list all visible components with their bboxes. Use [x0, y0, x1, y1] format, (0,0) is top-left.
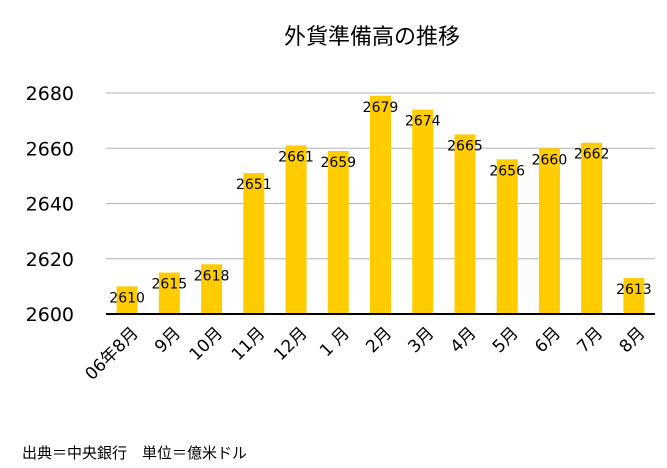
data-label: 2679: [363, 100, 399, 116]
x-tick-label: 5月: [489, 323, 523, 357]
data-label: 2662: [574, 147, 610, 163]
x-tick-label: 8月: [616, 323, 650, 357]
bar: [327, 151, 349, 314]
data-labels: 2610 2615 2618 2651 2661 2659 2679 2674 2665 2656…: [109, 100, 651, 307]
x-tick-label: 6月: [531, 323, 565, 357]
x-tick-label: 10月: [186, 323, 227, 364]
x-tick-label: 2月: [362, 323, 396, 357]
data-label: 2651: [236, 177, 272, 193]
data-label: 2656: [489, 163, 525, 179]
chart-title: 外貨準備高の推移: [284, 25, 460, 50]
bar: [581, 142, 603, 314]
bar: [623, 278, 645, 314]
bar: [158, 272, 180, 314]
bar: [201, 264, 223, 314]
bar: [412, 109, 434, 314]
data-label: 2661: [278, 149, 314, 165]
bar: [370, 95, 391, 314]
x-tick-label: 1 月: [316, 323, 354, 361]
source-note: 出典＝中央銀行 単位＝億米ドル: [22, 444, 247, 462]
bar: [285, 145, 307, 314]
y-tick-label: 2620: [26, 249, 74, 271]
bar: [116, 286, 138, 314]
bar: [538, 148, 560, 314]
data-label: 2659: [320, 155, 356, 171]
x-tick-label: 4月: [447, 323, 481, 357]
y-tick-label: 2660: [26, 138, 74, 160]
y-axis-ticks: 2600 2620 2640 2660 2680: [26, 83, 74, 326]
y-tick-label: 2680: [26, 83, 74, 105]
data-label: 2660: [532, 152, 568, 168]
bar: [454, 134, 476, 314]
data-label: 2615: [152, 277, 188, 293]
bar: [243, 173, 265, 314]
x-tick-label: 9月: [151, 323, 185, 357]
data-label: 2665: [447, 138, 483, 154]
x-tick-label: 3月: [404, 323, 438, 357]
data-label: 2610: [109, 290, 145, 306]
y-tick-label: 2640: [26, 194, 74, 216]
x-tick-label: 7月: [573, 323, 607, 357]
x-axis-ticks: 06年8月 9月 10月 11月 12月 1 月 2月 3月 4月 5月 6月 7月 8月: [82, 323, 650, 384]
y-tick-label: 2600: [26, 304, 74, 326]
bar: [496, 159, 518, 314]
data-label: 2613: [616, 282, 652, 298]
x-tick-label: 11月: [228, 323, 269, 364]
x-tick-label: 06年8月: [82, 323, 143, 384]
data-label: 2618: [194, 268, 230, 284]
x-tick-label: 12月: [270, 323, 311, 364]
bars: [116, 95, 645, 314]
data-label: 2674: [405, 114, 441, 130]
